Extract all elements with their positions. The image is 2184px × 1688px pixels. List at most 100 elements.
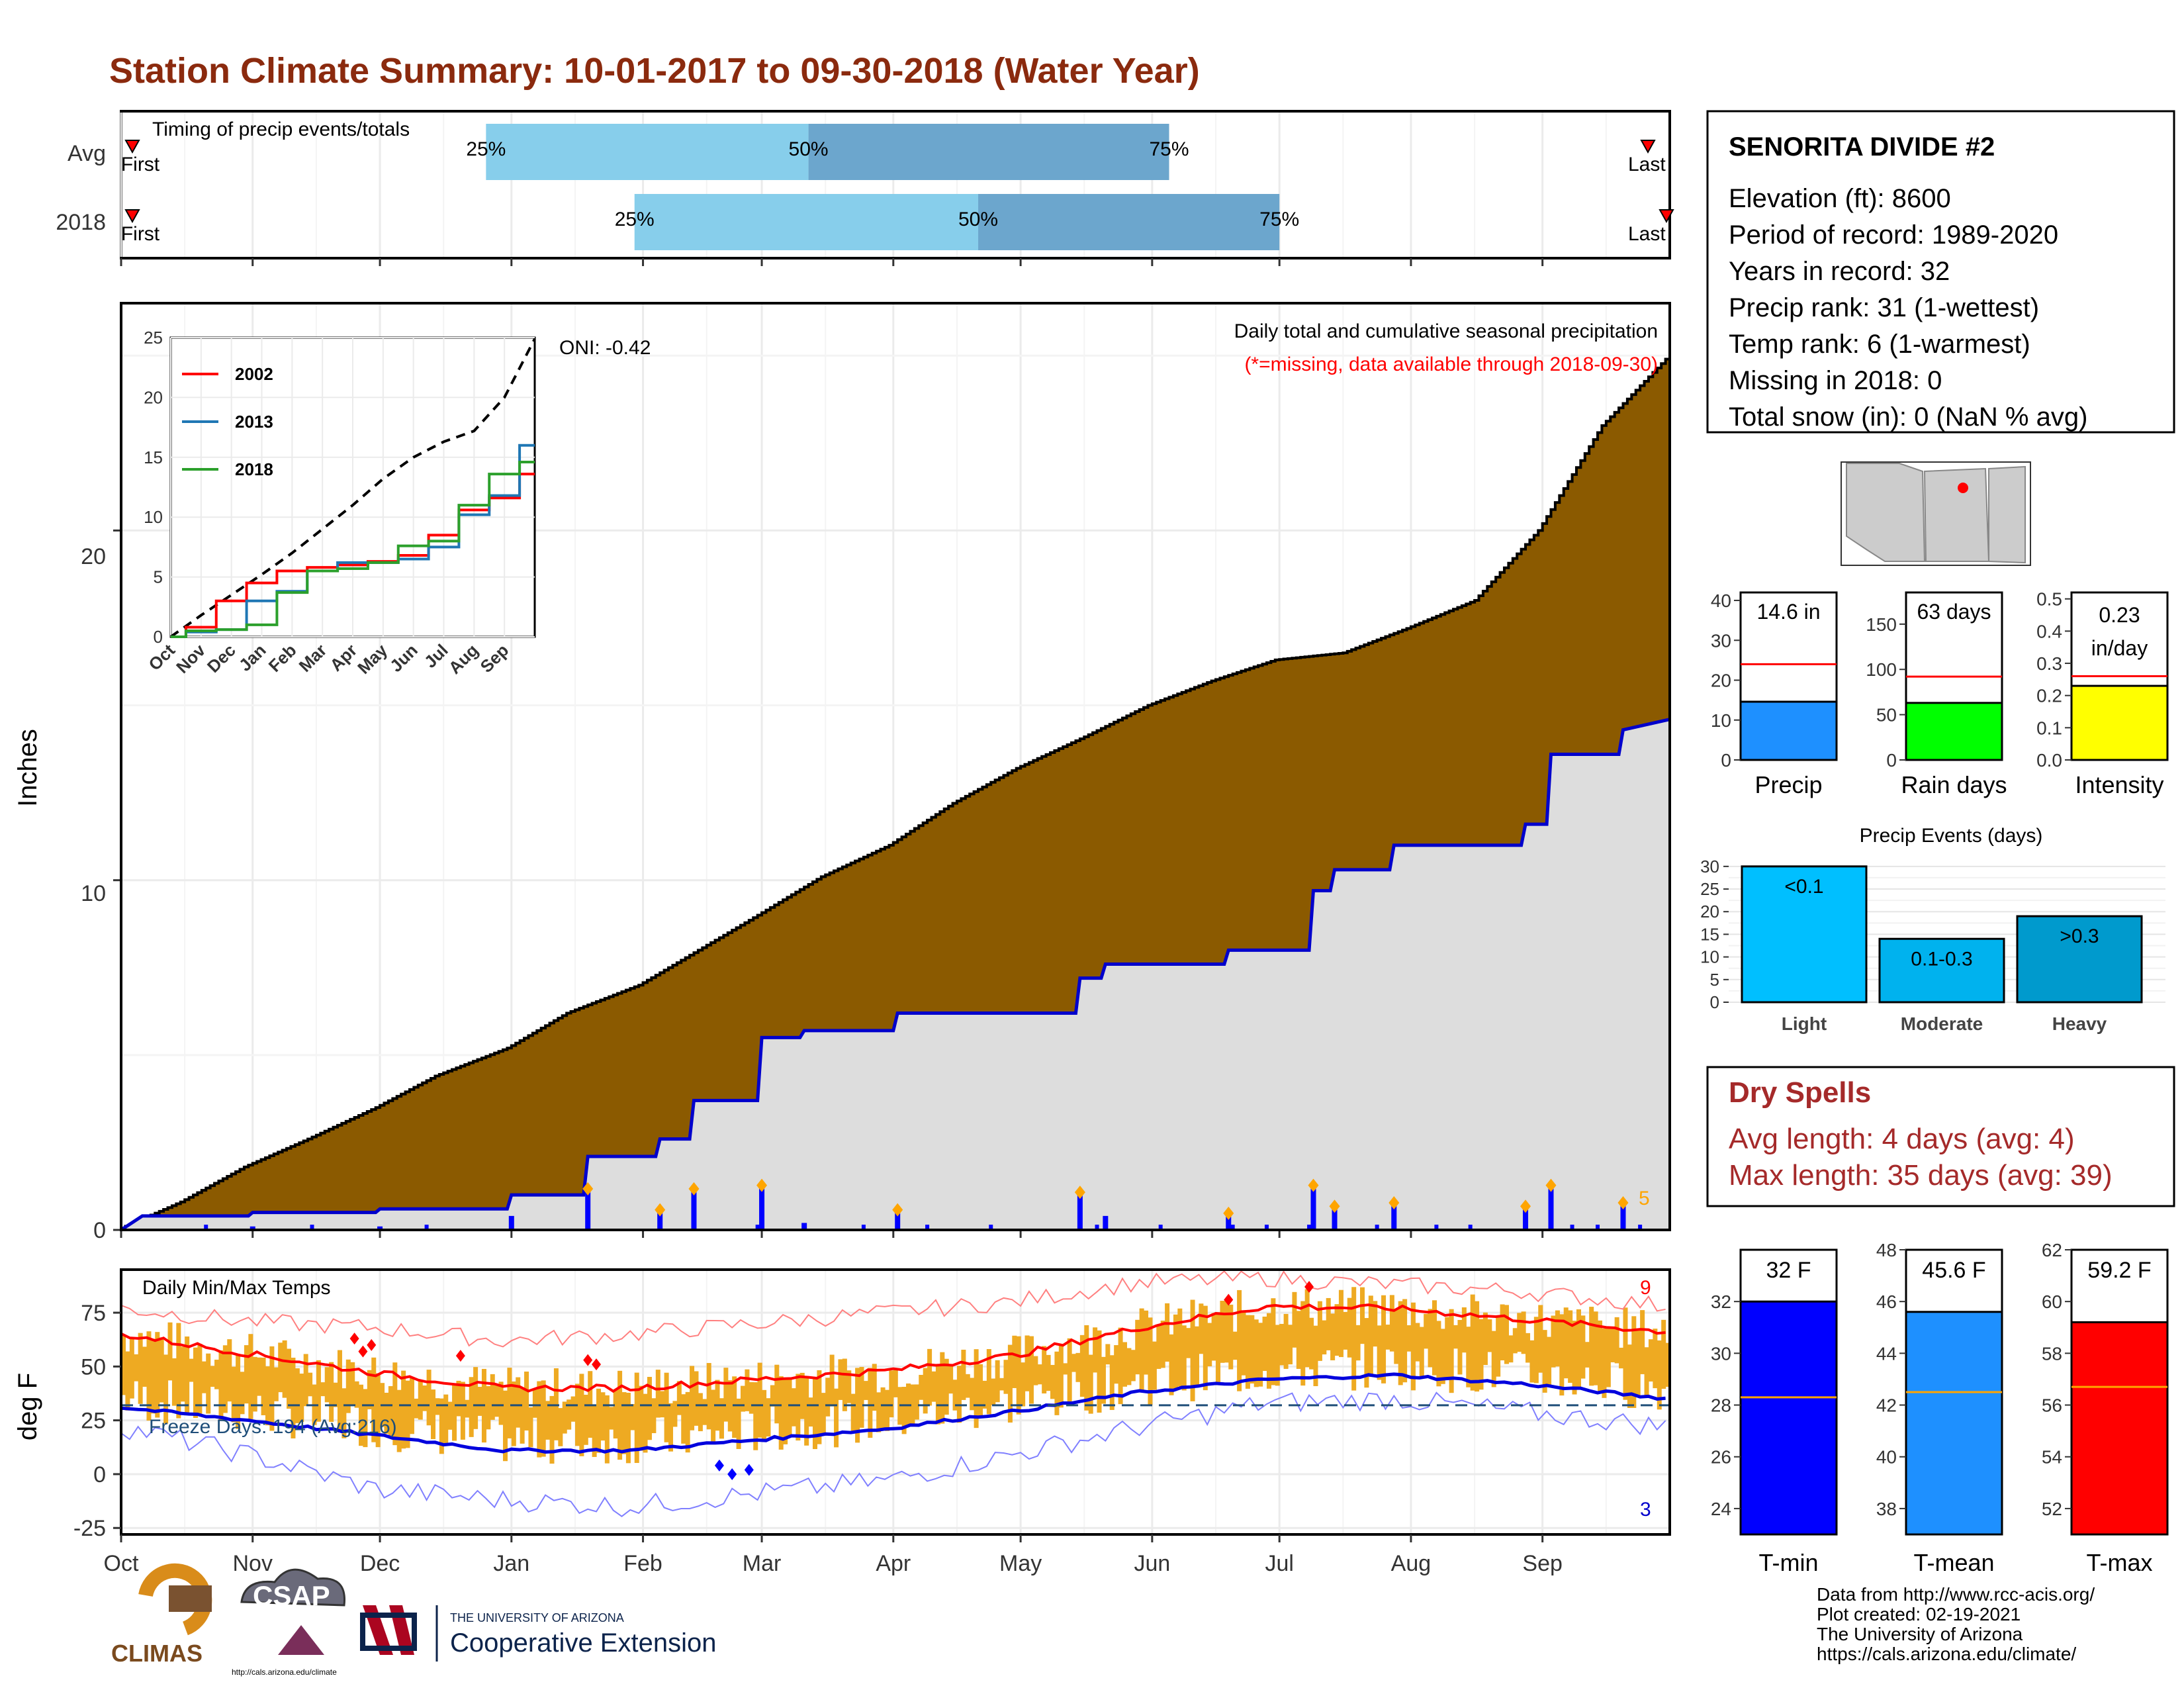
events-ytick-3: 15 [1700,924,1719,944]
tbar-ytick-0-2: 28 [1711,1395,1731,1416]
temp-day-328 [1512,1328,1518,1354]
daily-bar-11 [657,1212,663,1230]
temp-day-67 [405,1380,410,1448]
summary-bar-1 [1905,702,2003,761]
temp-day-260 [1224,1299,1229,1363]
temp-day-350 [1606,1327,1611,1387]
temp-day-41 [295,1368,300,1423]
temp-day-300 [1394,1309,1399,1364]
temp-day-14 [180,1346,185,1402]
temp-day-32 [257,1357,262,1396]
temp-day-231 [1101,1356,1106,1404]
temp-day-177 [872,1364,877,1411]
temp-day-48 [324,1367,330,1403]
temp-day-150 [757,1362,762,1438]
timing-50-label-0: 50% [789,138,829,160]
temp-day-111 [592,1405,597,1457]
ua-logo: THE UNIVERSITY OF ARIZONA Cooperative Ex… [360,1605,716,1662]
summary-ytick-0-4: 40 [1711,590,1731,611]
daily-trace-0 [204,1225,208,1230]
inset-yticks: 0 5 10 15 20 25 [144,328,163,647]
tbar-value-2: 59.2 F [2087,1258,2151,1283]
daily-marker-15 [756,1178,768,1192]
station-frame [1706,110,2175,434]
temp-day-314 [1453,1325,1459,1349]
temp-day-181 [889,1370,894,1418]
temp-day-357 [1635,1330,1641,1396]
temp-day-170 [842,1358,847,1411]
temp-day-255 [1203,1305,1208,1391]
temp-day-237 [1126,1348,1132,1385]
temp-day-178 [876,1392,882,1432]
temp-day-51 [337,1350,342,1433]
temp-day-266 [1250,1315,1255,1383]
timing-x-ticks [120,258,1544,266]
climas-mark [169,1585,212,1612]
temp-day-221 [1058,1344,1064,1408]
temp-lo-marker-0 [714,1459,724,1472]
daily-bar-31 [1391,1205,1397,1230]
footer-line-4: https://cals.arizona.edu/climate/ [1817,1644,2076,1664]
temp-day-299 [1389,1295,1394,1352]
temp-day-122 [639,1385,644,1451]
temp-day-118 [621,1392,627,1454]
temp-day-197 [956,1366,962,1423]
temp-day-308 [1428,1309,1433,1368]
temp-day-195 [948,1365,954,1394]
climas-wordmark: CLIMAS [111,1640,203,1667]
temp-day-100 [545,1401,551,1440]
temp-day-172 [850,1393,856,1432]
temp-day-298 [1385,1325,1390,1350]
temp-day-16 [189,1358,194,1382]
temp-day-256 [1207,1323,1212,1367]
daily-bar-13 [691,1191,697,1230]
temp-day-81 [465,1399,470,1418]
record-max-line [120,1270,1666,1348]
month-label-4: Feb [623,1551,662,1576]
temp-day-330 [1521,1311,1526,1354]
temp-day-83 [473,1367,478,1429]
temp-lo-marker-2 [744,1464,754,1476]
temp-day-17 [193,1347,198,1419]
temp-day-348 [1598,1320,1603,1394]
tbar-bar-0 [1739,1300,1838,1536]
temp-day-145 [736,1398,741,1449]
temp-day-68 [409,1378,414,1434]
timing-bars: 25% 50% 75% First Last 25% 50% 75% First Last [121,124,1674,250]
inset-line-0 [169,338,536,638]
station-info-box: SENORITA DIVIDE #2 Elevation (ft): 8600 … [1706,110,2175,434]
temp-ylabel: deg F [13,1373,42,1440]
temp-day-217 [1042,1346,1047,1394]
temp-day-329 [1517,1313,1522,1352]
temp-day-286 [1334,1304,1340,1356]
temp-day-137 [702,1399,707,1425]
station-snow: Total snow (in): 0 (NaN % avg) [1729,402,2087,432]
tbar-ytick-2-1: 54 [2042,1447,2062,1468]
temp-day-326 [1504,1305,1509,1364]
temp-day-296 [1377,1325,1382,1380]
temp-day-31 [252,1356,257,1412]
temp-day-186 [910,1384,915,1425]
daily-bar-25 [1226,1215,1232,1230]
temp-day-134 [690,1366,695,1430]
dry-avg-length: Avg length: 4 days (avg: 4) [1729,1123,2075,1155]
temp-day-364 [1665,1342,1670,1387]
temp-day-75 [439,1398,444,1454]
temp-day-262 [1232,1331,1238,1360]
temp-day-65 [396,1389,402,1452]
daily-marker-37 [1617,1196,1629,1210]
temp-day-154 [774,1364,780,1424]
timing-q1-bar-1 [634,194,979,250]
temp-day-324 [1496,1316,1501,1377]
temp-day-20 [206,1353,211,1414]
temp-hi-marker-7 [1304,1281,1314,1293]
temp-day-287 [1338,1289,1343,1358]
month-label-0: Oct [104,1551,139,1576]
temp-day-138 [706,1363,711,1430]
daily-bar-35 [1548,1188,1554,1230]
temp-day-89 [498,1382,504,1425]
climas-swirl [138,1563,212,1636]
timing-label: Timing of precip events/totals [152,118,410,140]
month-label-1: Nov [233,1551,273,1576]
daily-marker-31 [1388,1196,1400,1210]
